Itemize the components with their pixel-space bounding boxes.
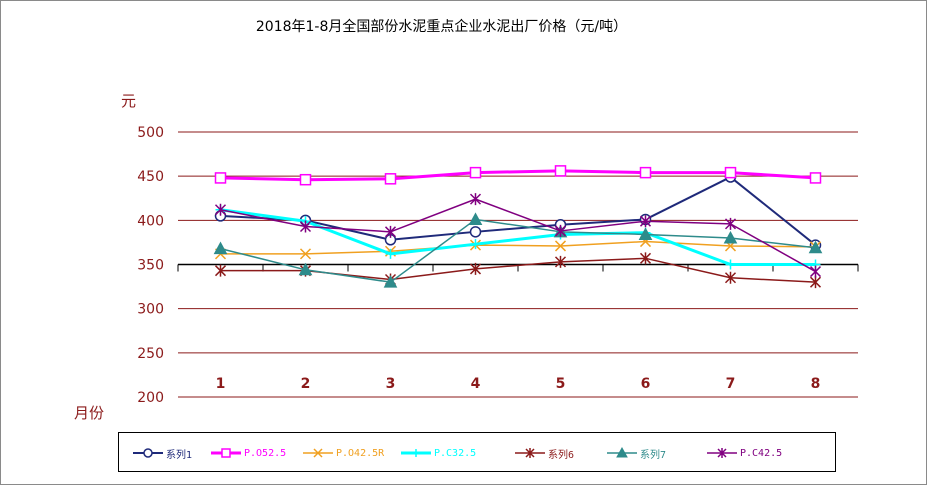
chart-legend: 系列1 P.O52.5 P.O42.5R P.C32.5 系列6 系列7 P.C42.5	[118, 432, 836, 472]
data-point	[554, 240, 567, 252]
data-point	[385, 248, 396, 259]
x-tick-label: 8	[811, 376, 821, 392]
y-tick-label: 350	[137, 258, 164, 274]
data-point	[639, 215, 652, 228]
data-point	[299, 173, 312, 186]
legend-swatch	[211, 448, 241, 458]
legend-item: P.C32.5	[401, 445, 476, 461]
data-point	[638, 227, 653, 240]
legend-swatch	[133, 448, 163, 458]
series	[214, 165, 822, 186]
legend-label: 系列1	[166, 449, 193, 461]
x-tick-label: 4	[471, 376, 481, 392]
data-point	[214, 203, 227, 216]
data-point	[616, 446, 628, 458]
data-point	[554, 224, 567, 237]
legend-item: 系列7	[607, 445, 666, 461]
series-line	[220, 169, 816, 182]
legend-swatch	[401, 449, 431, 457]
data-point	[639, 252, 652, 265]
data-point	[221, 448, 231, 458]
legend-swatch	[707, 448, 737, 458]
x-tick-label: 5	[556, 376, 566, 392]
data-point	[469, 193, 482, 206]
legend-label: 系列7	[640, 449, 667, 461]
legend-label: P.C32.5	[434, 447, 477, 459]
data-point	[724, 166, 737, 179]
data-point	[384, 225, 397, 238]
x-axis-unit-label: 月份	[74, 404, 105, 422]
x-tick-label: 6	[641, 376, 651, 392]
legend-item: P.O42.5R	[303, 445, 384, 461]
data-point	[725, 259, 736, 270]
data-point	[717, 448, 727, 458]
y-tick-label: 500	[137, 125, 164, 141]
data-point	[554, 255, 567, 268]
data-point	[469, 226, 482, 238]
x-tick-label: 7	[726, 376, 736, 392]
legend-swatch	[303, 448, 333, 458]
data-point	[808, 240, 823, 254]
x-tick-label: 3	[386, 376, 396, 392]
series-line	[220, 176, 817, 246]
data-point	[809, 172, 822, 184]
line-chart: 500 450 400 350 300 250 200 1 2 3 4 5 6 7 8	[137, 125, 859, 406]
data-point	[299, 220, 312, 233]
legend-label: 系列6	[548, 449, 575, 461]
legend-swatch	[515, 448, 545, 458]
chart-title: 2018年1-8月全国部份水泥重点企业水泥出厂价格（元/吨）	[255, 19, 628, 35]
data-point	[470, 239, 481, 250]
legend-swatch	[607, 446, 637, 458]
legend-item: P.C42.5	[707, 445, 782, 461]
series	[214, 193, 822, 278]
x-tick-label: 1	[216, 376, 226, 392]
data-point	[724, 271, 737, 284]
data-point	[213, 241, 228, 255]
y-tick-label: 200	[137, 390, 164, 406]
data-point	[214, 264, 227, 277]
y-axis-unit-label: 元	[121, 92, 137, 110]
series-line	[220, 218, 816, 283]
data-point	[143, 448, 153, 458]
data-point	[469, 262, 482, 275]
legend-item: 系列6	[515, 445, 574, 461]
data-point	[299, 248, 312, 260]
legend-label: P.O52.5	[244, 447, 287, 459]
data-point	[639, 166, 652, 179]
data-point	[809, 265, 822, 278]
y-tick-label: 450	[137, 169, 164, 185]
data-point	[468, 212, 483, 225]
y-tick-label: 250	[137, 346, 164, 362]
data-point	[469, 166, 482, 179]
x-tick-label: 2	[301, 376, 311, 392]
legend-item: 系列1	[133, 445, 192, 461]
data-point	[313, 448, 323, 458]
series-line	[220, 240, 816, 255]
series	[213, 212, 823, 288]
data-point	[298, 262, 313, 276]
y-tick-label: 300	[137, 302, 164, 318]
legend-item: P.O52.5	[211, 445, 286, 461]
data-point	[383, 275, 398, 288]
legend-label: P.C42.5	[740, 447, 783, 459]
data-point	[809, 276, 822, 289]
data-point	[724, 217, 737, 230]
y-tick-label: 400	[137, 213, 164, 229]
data-point	[412, 449, 420, 457]
legend-label: P.O42.5R	[336, 447, 385, 459]
data-point	[554, 165, 567, 177]
data-point	[525, 448, 535, 458]
data-point	[723, 230, 738, 244]
data-point	[214, 172, 227, 184]
data-point	[384, 173, 397, 185]
series-line	[220, 198, 816, 273]
